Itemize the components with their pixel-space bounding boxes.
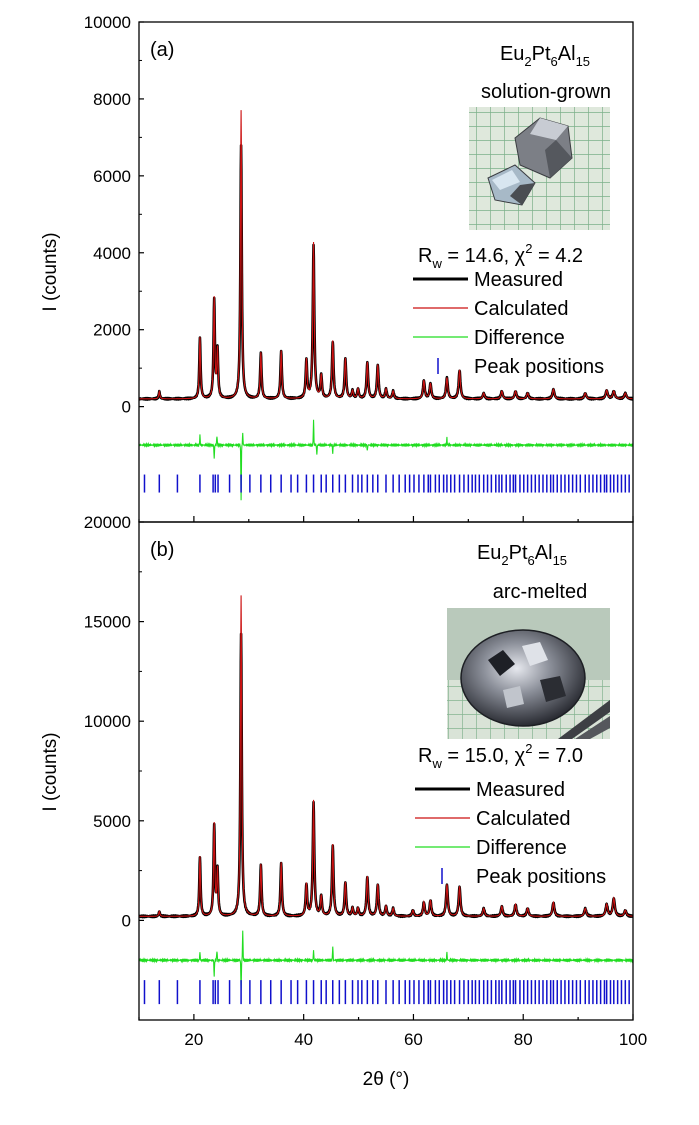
y-tick-label: 4000 bbox=[93, 244, 131, 263]
bead-photo-icon bbox=[447, 608, 610, 739]
panel-a-label: (a) bbox=[150, 39, 174, 61]
legend-difference-label: Difference bbox=[476, 837, 567, 859]
panel-a-data bbox=[139, 110, 633, 501]
y-tick-label: 2000 bbox=[93, 321, 131, 340]
difference-series bbox=[139, 419, 633, 501]
calculated-series bbox=[139, 110, 633, 400]
y-tick-label: 15000 bbox=[84, 613, 131, 632]
calculated-series bbox=[139, 595, 633, 917]
x-axis: 20 40 60 80 100 bbox=[138, 516, 647, 1049]
legend-difference-label: Difference bbox=[474, 327, 565, 349]
difference-series bbox=[139, 930, 633, 991]
y-tick-label: 5000 bbox=[93, 812, 131, 831]
panel-b-data bbox=[139, 595, 633, 1005]
panel-a-compound: Eu2Pt6Al15 bbox=[500, 43, 590, 69]
panel-b-legend: Measured Calculated Difference Peak posi… bbox=[415, 779, 606, 888]
legend-calculated-label: Calculated bbox=[476, 808, 571, 830]
legend-calculated-label: Calculated bbox=[474, 298, 569, 320]
legend-measured-label: Measured bbox=[474, 269, 563, 291]
x-tick-label: 60 bbox=[404, 1030, 423, 1049]
y-tick-label: 8000 bbox=[93, 90, 131, 109]
y-tick-label: 0 bbox=[122, 398, 131, 417]
panel-b-sample: arc-melted bbox=[493, 581, 587, 603]
legend-peak-positions-label: Peak positions bbox=[474, 356, 604, 378]
legend-measured-label: Measured bbox=[476, 779, 565, 801]
y-tick-label: 10000 bbox=[84, 13, 131, 32]
panel-b-y-axis-label: I (counts) bbox=[40, 732, 61, 811]
y-tick-label: 20000 bbox=[84, 513, 131, 532]
crystal-photo-icon bbox=[469, 107, 610, 230]
y-tick-label: 6000 bbox=[93, 167, 131, 186]
y-tick-label: 0 bbox=[122, 911, 131, 930]
panel-a-y-ticks: 0 2000 4000 6000 8000 10000 bbox=[84, 13, 144, 417]
panel-a: 0 2000 4000 6000 8000 10000 (a) Eu2Pt6Al15 so… bbox=[84, 13, 634, 523]
y-tick-label: 10000 bbox=[84, 712, 131, 731]
panel-b-fit-stats: Rw = 15.0, χ2 = 7.0 bbox=[418, 741, 583, 771]
panel-b-label: (b) bbox=[150, 539, 174, 561]
x-tick-label: 20 bbox=[184, 1030, 203, 1049]
x-tick-label: 80 bbox=[514, 1030, 533, 1049]
legend-peak-positions-label: Peak positions bbox=[476, 866, 606, 888]
panel-b-compound: Eu2Pt6Al15 bbox=[477, 542, 567, 568]
x-axis-label: 2θ (°) bbox=[363, 1069, 410, 1090]
panel-b: 0 5000 10000 15000 20000 (b) Eu2Pt6Al15 arc-… bbox=[84, 513, 634, 1021]
x-tick-label: 40 bbox=[294, 1030, 313, 1049]
x-tick-label: 100 bbox=[619, 1030, 647, 1049]
panel-a-fit-stats: Rw = 14.6, χ2 = 4.2 bbox=[418, 241, 583, 271]
panel-a-y-axis-label: I (counts) bbox=[40, 232, 61, 311]
panel-a-legend: Measured Calculated Difference Peak posi… bbox=[413, 269, 604, 378]
panel-a-sample: solution-grown bbox=[481, 81, 611, 103]
panel-b-y-ticks: 0 5000 10000 15000 20000 bbox=[84, 513, 144, 930]
